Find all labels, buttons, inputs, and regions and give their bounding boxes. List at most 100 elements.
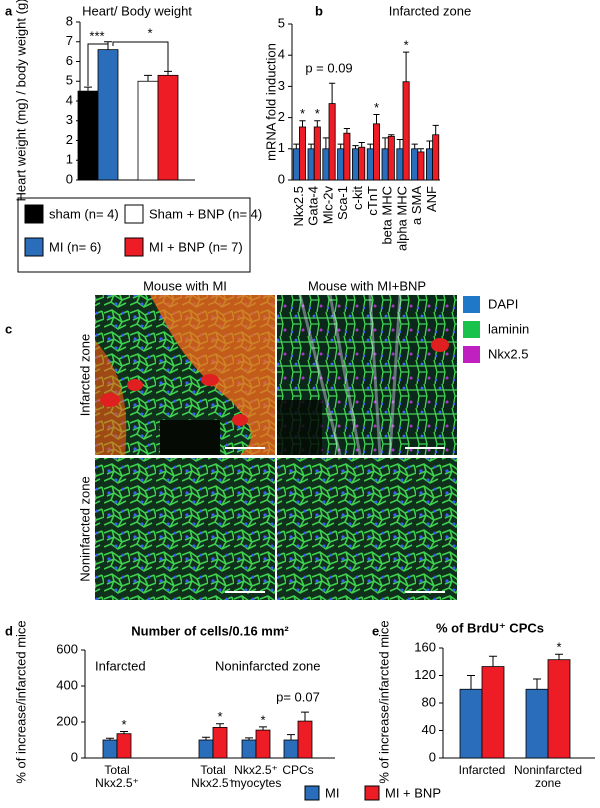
y-tick-label: 200 bbox=[56, 713, 78, 728]
error-bar bbox=[352, 145, 359, 149]
legend-label: DAPI bbox=[488, 296, 518, 311]
legend-label: Sham + BNP (n= 4) bbox=[149, 206, 262, 221]
significance-marker: * bbox=[147, 25, 152, 40]
micrograph bbox=[277, 458, 457, 600]
bar bbox=[481, 666, 505, 759]
error-bar bbox=[301, 711, 309, 722]
error-bar bbox=[308, 143, 315, 149]
x-tick-label: cTnT bbox=[365, 186, 380, 216]
legend-box bbox=[17, 197, 251, 273]
error-bar bbox=[329, 82, 336, 104]
y-tick-label: 6 bbox=[66, 53, 73, 68]
y-tick-label: 8 bbox=[66, 13, 73, 28]
panel-letter: b bbox=[315, 3, 323, 18]
legend-swatch bbox=[463, 346, 480, 363]
x-tick-label: Gata-4 bbox=[306, 186, 321, 226]
x-tick-label: CPCs bbox=[282, 763, 314, 777]
panel-letter: e bbox=[372, 623, 379, 638]
error-bar bbox=[417, 148, 424, 152]
micrograph-region bbox=[160, 420, 220, 455]
y-axis-label: mRNA fold induction bbox=[263, 43, 278, 161]
micrograph bbox=[95, 458, 275, 600]
bar bbox=[337, 148, 345, 181]
y-tick-label: 5 bbox=[66, 73, 73, 88]
error-bar bbox=[373, 113, 380, 124]
group-label: Infarcted bbox=[95, 658, 146, 673]
column-label: Mouse with MI+BNP bbox=[308, 278, 426, 293]
error-bar bbox=[144, 74, 152, 82]
legend-label: MI + BNP (n= 7) bbox=[149, 239, 243, 254]
error-bar bbox=[555, 653, 563, 660]
bar bbox=[298, 126, 306, 181]
significance-bracket bbox=[112, 41, 169, 80]
error-bar bbox=[104, 41, 112, 50]
error-bar bbox=[245, 737, 253, 740]
significance-marker: * bbox=[404, 38, 409, 53]
significance-marker: *** bbox=[89, 28, 104, 43]
micrograph-cell bbox=[232, 414, 248, 426]
bar bbox=[157, 74, 179, 181]
column-label: Mouse with MI bbox=[143, 278, 227, 293]
error-bar bbox=[432, 124, 439, 135]
significance-marker: * bbox=[217, 709, 222, 724]
micrograph-cell bbox=[431, 338, 449, 352]
y-tick-label: 1 bbox=[66, 152, 73, 167]
y-tick-label: 0 bbox=[71, 749, 78, 764]
bar bbox=[547, 659, 571, 759]
legend-swatch bbox=[463, 321, 480, 338]
error-bar bbox=[358, 142, 365, 148]
legend-label: MI bbox=[325, 785, 339, 800]
bar bbox=[381, 148, 389, 181]
legend-swatch bbox=[364, 785, 380, 801]
x-tick-label: c-kit bbox=[350, 186, 365, 210]
bar bbox=[417, 151, 425, 181]
legend-label: sham (n= 4) bbox=[49, 206, 119, 221]
error-bar bbox=[411, 143, 418, 149]
y-tick-label: 0 bbox=[66, 171, 73, 186]
error-bar bbox=[293, 143, 300, 149]
bar bbox=[351, 148, 359, 181]
bar bbox=[411, 148, 419, 181]
error-bar bbox=[388, 134, 395, 137]
micrograph-cell bbox=[127, 379, 143, 391]
x-tick-label: beta MHC bbox=[380, 186, 395, 245]
y-tick-label: 4 bbox=[278, 47, 285, 62]
bar bbox=[313, 126, 321, 181]
significance-marker: p= 0.07 bbox=[276, 690, 320, 705]
y-tick-label: 0 bbox=[278, 171, 285, 186]
legend-swatch bbox=[124, 204, 144, 224]
y-tick-label: 1 bbox=[278, 140, 285, 155]
error-bar bbox=[396, 138, 403, 149]
error-bar bbox=[382, 137, 389, 149]
y-tick-label: 80 bbox=[422, 694, 436, 709]
panel-letter: d bbox=[5, 623, 13, 638]
y-axis-label: Heart weight (mg) / body weight (g) bbox=[13, 0, 28, 202]
bar bbox=[396, 148, 404, 181]
bar bbox=[387, 135, 395, 181]
y-tick-label: 4 bbox=[66, 92, 73, 107]
y-axis-label: % of increase/infarcted mice bbox=[13, 620, 28, 783]
y-tick-label: 7 bbox=[66, 33, 73, 48]
bar bbox=[116, 733, 132, 759]
error-bar bbox=[367, 143, 374, 149]
error-bar bbox=[343, 128, 350, 134]
chart-title: % of BrdU⁺ CPCs bbox=[436, 620, 544, 635]
error-bar bbox=[467, 675, 475, 690]
x-tick-label: Infarcted bbox=[458, 763, 506, 777]
legend-label: Nkx2.5 bbox=[488, 346, 528, 361]
legend-label: laminin bbox=[488, 321, 529, 336]
x-tick-label: Nkx2.5⁺ myocytes bbox=[230, 763, 282, 790]
error-bar bbox=[259, 726, 267, 731]
y-tick-label: 2 bbox=[66, 132, 73, 147]
legend-label: MI (n= 6) bbox=[49, 239, 101, 254]
bar bbox=[297, 720, 313, 759]
micrograph-fiber bbox=[298, 294, 402, 456]
bar bbox=[255, 729, 271, 759]
micrograph-cell bbox=[100, 393, 120, 407]
error-bar bbox=[426, 140, 433, 149]
significance-marker: p = 0.09 bbox=[305, 61, 352, 76]
bar bbox=[283, 739, 299, 759]
error-bar bbox=[299, 120, 306, 127]
error-bar bbox=[202, 736, 210, 740]
